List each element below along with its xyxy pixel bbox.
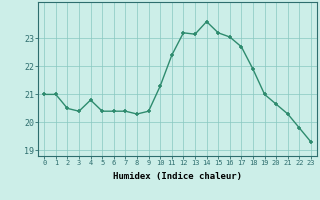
X-axis label: Humidex (Indice chaleur): Humidex (Indice chaleur) <box>113 172 242 181</box>
